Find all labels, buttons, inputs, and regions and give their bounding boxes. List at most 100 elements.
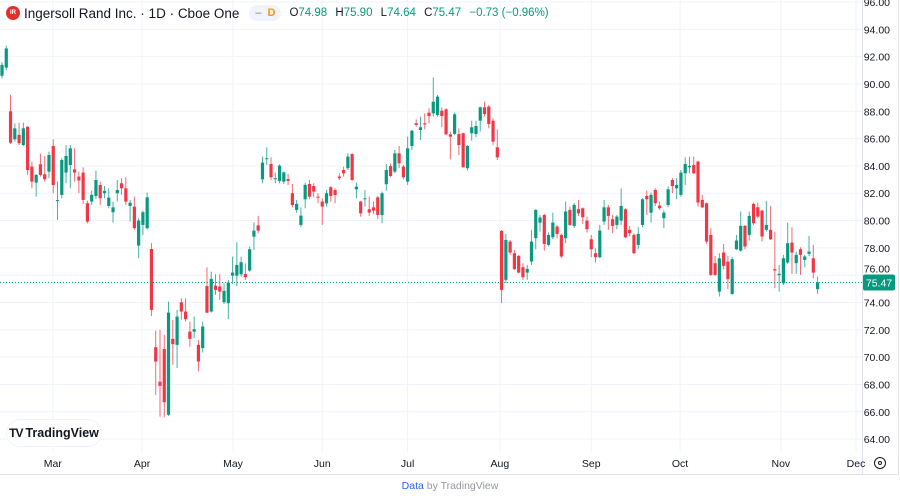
candle-up [4,48,8,68]
candle-down [85,203,89,222]
candle-up [192,329,196,332]
close-value: 75.47 [432,7,462,19]
candle-up [777,273,781,276]
candle-down [521,267,525,278]
candle-up [47,154,51,172]
candle-up [13,128,17,140]
candle-up [55,200,60,202]
candle-down [444,109,448,135]
candle-down [376,197,380,215]
candle-down [401,166,405,178]
candle-up [363,198,367,200]
candle-down [26,126,30,171]
candle-down [773,269,777,271]
tradingview-logo-icon: TV [9,426,23,440]
candle-down [38,164,43,175]
candle-down [559,234,563,257]
tradingview-logo-text: TradingView [25,426,99,440]
candle-down [342,170,346,174]
candle-down [790,242,794,253]
tradingview-watermark[interactable]: TV TradingView [7,420,101,446]
candle-up [295,203,299,210]
chart-legend: IR Ingersoll Rand Inc. · 1D · Cboe One –… [6,4,549,22]
last-price-badge [863,274,895,291]
candle-up [564,211,568,239]
candle-up [222,290,226,303]
data-link[interactable]: Data [401,480,424,492]
candle-up [94,179,98,196]
candle-down [359,201,363,214]
candle-up [235,264,239,276]
candle-down [320,201,324,207]
candle-down [568,209,572,225]
candle-down [337,176,341,179]
candle-down [457,133,461,146]
candle-down [657,205,662,209]
candle-down [17,134,21,144]
price-axis-label: 64.00 [864,434,890,446]
candle-up [299,215,303,225]
collapse-icon[interactable]: – [255,7,262,19]
candle-down [8,111,13,143]
candle-up [60,159,64,195]
candle-down [312,186,316,192]
candle-up [764,224,768,230]
candle-down [461,133,465,168]
candle-down [751,203,756,224]
candle-down [149,248,154,310]
candle-up [324,193,329,204]
candle-down [517,255,521,273]
candle-up [636,233,640,245]
candle-up [418,127,423,130]
candle-up [465,145,470,169]
candle-up [529,241,534,262]
candle-up [615,216,619,225]
candle-up [346,156,350,169]
time-axis-label: Aug [491,458,510,470]
candle-up [115,189,119,194]
candle-up [786,243,790,263]
candle-down [179,302,183,312]
candle-up [128,202,132,206]
interval-pill[interactable]: – D [249,5,282,21]
last-price-label: 75.47 [866,277,892,289]
price-axis-label: 96.00 [864,0,890,9]
candle-down [743,225,747,247]
candle-up [478,107,482,121]
candle-down [508,241,512,253]
candle-up [260,162,265,180]
candle-up [803,256,807,260]
candle-up [137,220,141,246]
time-axis-label: Jun [314,458,331,470]
candle-up [68,148,72,165]
candle-down [205,286,209,313]
price-axis-label: 74.00 [864,298,890,310]
candle-up [102,190,107,194]
candle-down [555,226,559,234]
price-axis-label: 70.00 [864,352,890,364]
candle-up [546,234,551,245]
price-axis-label: 86.00 [864,134,890,146]
candle-down [632,234,636,254]
candle-up [649,194,653,213]
candle-down [713,263,717,275]
time-axis-label: Oct [672,458,688,470]
time-axis-label: Jul [401,458,414,470]
time-axis-label: Nov [772,458,791,470]
candle-down [162,348,166,403]
candlestick-chart[interactable]: 64.00 66.00 68.00 70.00 72.00 74.00 76.00 78.00… [0,0,900,476]
symbol-title[interactable]: Ingersoll Rand Inc. · 1D · Cboe One [24,5,240,21]
footer-attribution: Data by TradingView [0,480,900,492]
candle-up [504,239,508,280]
gear-icon[interactable] [874,457,886,469]
candle-up [145,197,149,229]
candle-up [666,189,670,205]
candle-down [256,225,260,231]
candle-down [512,253,516,270]
candle-down [611,219,615,226]
candle-up [111,207,115,213]
candle-down [350,154,354,180]
candle-up [687,165,692,168]
candle-down [593,253,598,258]
candle-up [406,148,410,182]
